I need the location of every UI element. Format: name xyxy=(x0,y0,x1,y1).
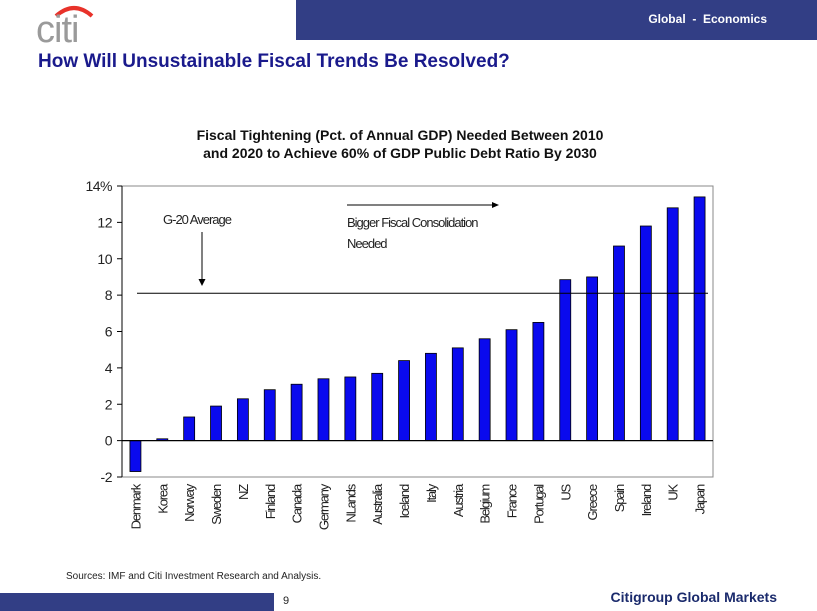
y-tick-label: 14% xyxy=(85,178,112,194)
bar-portugal xyxy=(532,322,545,442)
bar-finland xyxy=(263,389,276,442)
citi-logo: citi xyxy=(36,6,94,46)
x-tick-label: Canada xyxy=(290,483,305,523)
bar-nz xyxy=(236,398,249,442)
x-tick-label: Spain xyxy=(612,484,627,512)
y-tick-label: 8 xyxy=(105,287,113,303)
x-tick-label: US xyxy=(558,483,573,500)
x-tick-label: France xyxy=(505,484,520,518)
x-tick-label: NZ xyxy=(236,484,251,500)
footer-brand: Citigroup Global Markets xyxy=(610,589,777,605)
bar-ireland xyxy=(639,225,652,442)
bar-sweden xyxy=(210,405,222,442)
page-number: 9 xyxy=(283,595,290,607)
y-tick-label: 10 xyxy=(97,251,112,267)
x-tick-label: Belgium xyxy=(478,485,493,524)
x-tick-label: Portugal xyxy=(531,484,546,524)
x-tick-label: Austria xyxy=(451,483,466,517)
x-tick-label: Iceland xyxy=(397,484,412,518)
consolidation-label-line2: Needed xyxy=(347,236,387,251)
bar-iceland xyxy=(398,360,410,442)
chart-title-line2: and 2020 to Achieve 60% of GDP Public De… xyxy=(203,145,597,161)
x-tick-label: Italy xyxy=(424,483,439,503)
x-tick-label: UK xyxy=(666,483,681,500)
y-tick-label: 2 xyxy=(105,396,113,412)
bar-italy xyxy=(425,352,437,442)
footer-bar xyxy=(0,593,274,611)
header-bar: Global - Economics xyxy=(296,0,817,40)
x-tick-label: Korea xyxy=(155,483,170,514)
slide-title: How Will Unsustainable Fiscal Trends Be … xyxy=(38,51,510,72)
bar-canada xyxy=(290,383,303,442)
x-tick-label: Ireland xyxy=(639,484,654,516)
bar-france xyxy=(505,329,518,442)
bar-germany xyxy=(317,378,330,442)
sources-note: Sources: IMF and Citi Investment Researc… xyxy=(66,571,322,582)
bar-greece xyxy=(586,276,599,442)
g20-average-label: G-20 Average xyxy=(163,212,232,227)
x-tick-label: Japan xyxy=(693,484,708,514)
section-label: Global - Economics xyxy=(648,12,767,26)
bar-us xyxy=(559,279,572,442)
y-tick-label: 0 xyxy=(105,433,113,449)
bar-belgium xyxy=(478,338,491,442)
bar-japan xyxy=(693,196,706,442)
x-tick-label: Denmark xyxy=(128,483,143,529)
x-tick-label: Germany xyxy=(316,483,331,530)
bar-austria xyxy=(451,347,464,442)
x-tick-label: Australia xyxy=(370,483,385,525)
chart-title-line1: Fiscal Tightening (Pct. of Annual GDP) N… xyxy=(196,127,604,143)
y-tick-label: -2 xyxy=(101,469,113,485)
down-arrow-icon xyxy=(198,279,206,286)
right-arrow-icon xyxy=(492,202,499,208)
y-tick-label: 4 xyxy=(105,360,113,376)
bar-australia xyxy=(371,372,384,442)
bar-uk xyxy=(666,207,679,442)
x-tick-label: Finland xyxy=(263,484,278,519)
x-tick-label: NLands xyxy=(343,483,358,522)
x-tick-label: Greece xyxy=(585,484,600,520)
consolidation-label-line1: Bigger Fiscal Consolidation xyxy=(347,215,478,230)
logo-arc xyxy=(54,6,94,18)
y-tick-label: 12 xyxy=(97,214,112,230)
logo-text: citi xyxy=(36,9,78,46)
x-tick-label: Sweden xyxy=(209,484,224,525)
bar-nlands xyxy=(344,376,357,442)
bar-norway xyxy=(183,416,196,442)
bar-spain xyxy=(613,245,625,442)
x-tick-label: Norway xyxy=(182,483,197,522)
bar-denmark xyxy=(129,440,142,472)
chart-title: Fiscal Tightening (Pct. of Annual GDP) N… xyxy=(150,126,650,162)
y-tick-label: 6 xyxy=(105,324,113,340)
